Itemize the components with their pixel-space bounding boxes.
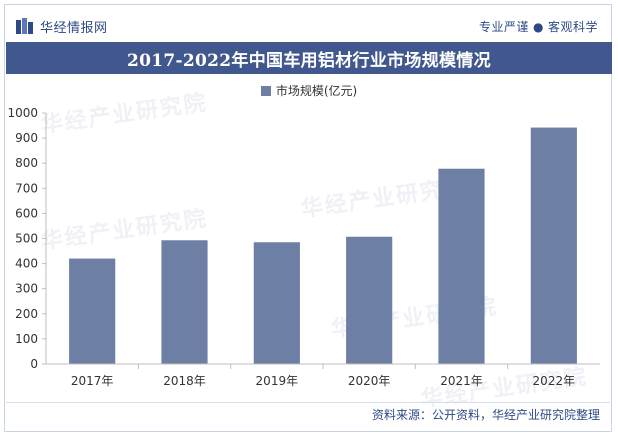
y-tick-label: 700 [15,181,38,195]
source-note: 资料来源：公开资料，华经产业研究院整理 [371,408,600,422]
y-axis: 0 100 200 300 400 500 600 700 800 900 1000 [7,106,47,371]
y-tick-label: 100 [15,332,38,346]
slogan-dot: ● [533,20,544,34]
bar [253,242,300,364]
logo: 华经情报网 [16,16,108,36]
logo-icon [16,18,33,34]
logo-text: 华经情报网 [40,20,108,36]
title-bar: 2017-2022年中国车用铝材行业市场规模情况 [6,42,612,74]
header-bar: 华经情报网 专业严谨 ● 客观科学 [8,12,604,40]
bars [69,127,577,364]
y-tick-label: 200 [15,307,38,321]
bar [438,168,485,364]
slogan-left: 专业严谨 [478,20,529,34]
y-tick-label: 1000 [7,106,38,120]
x-tick-label: 2019年 [256,374,299,388]
x-tick-label: 2022年 [533,374,576,388]
bar [530,127,577,364]
legend: 市场规模(亿元) [0,82,618,99]
y-tick-label: 0 [30,357,38,371]
x-tick-label: 2021年 [440,374,483,388]
bar [69,258,116,364]
slogan: 专业严谨 ● 客观科学 [479,18,598,35]
chart-title: 2017-2022年中国车用铝材行业市场规模情况 [127,50,491,71]
bar [346,236,393,364]
y-tick-label: 800 [15,156,38,170]
y-tick-label: 300 [15,282,38,296]
y-tick-label: 500 [15,232,38,246]
y-tick-label: 900 [15,131,38,145]
x-tick-label: 2018年 [163,374,206,388]
x-axis: 2017年 2018年 2019年 2020年 2021年 2022年 [46,363,600,388]
x-tick-label: 2020年 [348,374,391,388]
legend-swatch [260,85,271,96]
footer-divider [6,402,610,403]
y-tick-label: 600 [15,206,38,220]
legend-label: 市场规模(亿元) [275,84,358,98]
slogan-right: 客观科学 [547,20,598,34]
x-tick-label: 2017年 [71,374,114,388]
y-tick-label: 400 [15,257,38,271]
bar [161,240,208,364]
